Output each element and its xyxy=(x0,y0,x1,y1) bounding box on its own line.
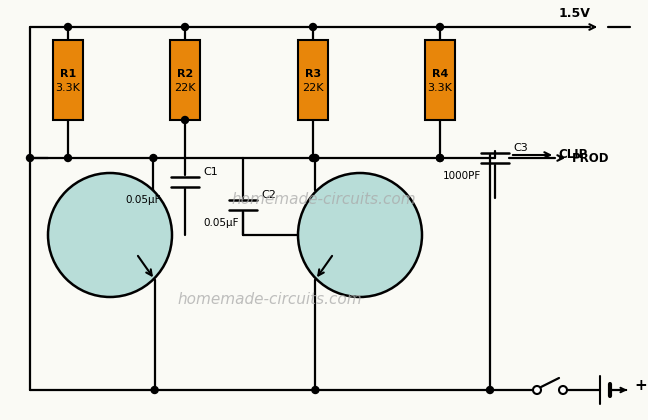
FancyBboxPatch shape xyxy=(425,40,455,120)
Text: 1.5V: 1.5V xyxy=(559,7,591,20)
Text: R1: R1 xyxy=(60,69,76,79)
Circle shape xyxy=(150,155,157,162)
Text: 3.3K: 3.3K xyxy=(56,83,80,93)
Circle shape xyxy=(487,386,494,394)
Text: C2: C2 xyxy=(261,190,276,200)
Circle shape xyxy=(312,155,319,162)
Circle shape xyxy=(151,386,158,394)
Circle shape xyxy=(181,116,189,123)
Text: 22K: 22K xyxy=(174,83,196,93)
Circle shape xyxy=(48,173,172,297)
Text: 0.05μF: 0.05μF xyxy=(203,218,238,228)
Text: 1000PF: 1000PF xyxy=(443,171,481,181)
Circle shape xyxy=(27,155,34,162)
Text: 0.05μF: 0.05μF xyxy=(125,195,161,205)
Text: +: + xyxy=(634,378,647,393)
Circle shape xyxy=(437,155,443,162)
Text: 3.3K: 3.3K xyxy=(428,83,452,93)
Circle shape xyxy=(437,155,443,162)
Text: C3: C3 xyxy=(513,143,527,153)
FancyBboxPatch shape xyxy=(298,40,328,120)
Circle shape xyxy=(312,386,319,394)
Circle shape xyxy=(65,24,71,31)
Text: R2: R2 xyxy=(177,69,193,79)
Circle shape xyxy=(310,155,316,162)
Circle shape xyxy=(437,24,443,31)
Text: homemade-circuits.com: homemade-circuits.com xyxy=(232,192,416,207)
Text: R4: R4 xyxy=(432,69,448,79)
Text: homemade-circuits.com: homemade-circuits.com xyxy=(178,292,362,307)
Text: 22K: 22K xyxy=(302,83,324,93)
Text: PROD: PROD xyxy=(572,152,610,165)
Circle shape xyxy=(65,155,71,162)
FancyBboxPatch shape xyxy=(170,40,200,120)
Text: R3: R3 xyxy=(305,69,321,79)
FancyBboxPatch shape xyxy=(53,40,83,120)
Circle shape xyxy=(298,173,422,297)
Circle shape xyxy=(181,24,189,31)
Circle shape xyxy=(533,386,541,394)
Text: CLIP: CLIP xyxy=(558,149,587,162)
Circle shape xyxy=(310,24,316,31)
Text: C1: C1 xyxy=(203,167,218,177)
Circle shape xyxy=(559,386,567,394)
